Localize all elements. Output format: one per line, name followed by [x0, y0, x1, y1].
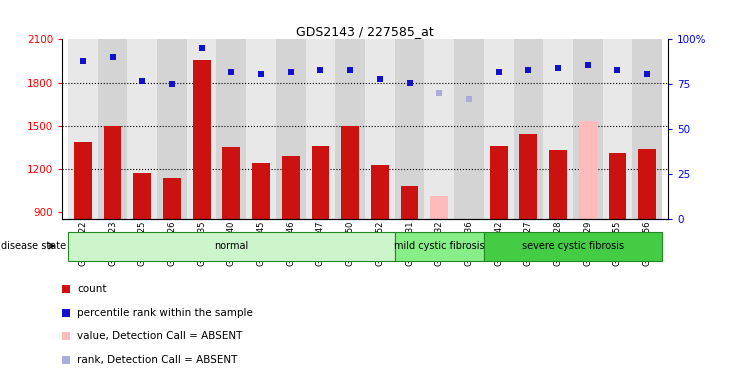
Text: disease state: disease state [1, 241, 66, 251]
Text: normal: normal [214, 241, 248, 251]
Bar [246, 39, 276, 219]
Bar [484, 39, 513, 219]
Bar [157, 39, 187, 219]
Text: severe cystic fibrosis: severe cystic fibrosis [522, 241, 624, 251]
Text: percentile rank within the sample: percentile rank within the sample [77, 308, 253, 318]
Bar [104, 126, 121, 219]
Bar [395, 39, 424, 219]
Bar [341, 126, 359, 219]
Bar [276, 39, 306, 219]
Bar [454, 39, 484, 219]
Bar [68, 39, 98, 219]
Bar [128, 39, 157, 219]
Bar [513, 39, 543, 219]
Bar [490, 146, 507, 219]
Bar [223, 147, 240, 219]
Bar [335, 39, 365, 219]
Bar [638, 149, 656, 219]
Bar [193, 60, 210, 219]
Bar [217, 39, 246, 219]
Bar [187, 39, 217, 219]
Bar [395, 232, 484, 261]
Bar [431, 196, 448, 219]
Bar [74, 142, 92, 219]
Bar [282, 156, 299, 219]
Bar [98, 39, 128, 219]
Bar [543, 39, 573, 219]
Bar [424, 39, 454, 219]
Text: mild cystic fibrosis: mild cystic fibrosis [394, 241, 485, 251]
Bar [484, 232, 662, 261]
Bar [134, 173, 151, 219]
Bar [163, 178, 181, 219]
Text: value, Detection Call = ABSENT: value, Detection Call = ABSENT [77, 331, 242, 341]
Bar [312, 146, 329, 219]
Bar [401, 186, 418, 219]
Bar [306, 39, 335, 219]
Bar [579, 122, 596, 219]
Bar [252, 163, 270, 219]
Bar [520, 134, 537, 219]
Bar [632, 39, 662, 219]
Bar [460, 219, 478, 334]
Bar [68, 232, 395, 261]
Bar [365, 39, 395, 219]
Bar [609, 153, 626, 219]
Title: GDS2143 / 227585_at: GDS2143 / 227585_at [296, 25, 434, 38]
Text: rank, Detection Call = ABSENT: rank, Detection Call = ABSENT [77, 354, 237, 364]
Bar [371, 165, 389, 219]
Bar [549, 150, 567, 219]
Text: count: count [77, 284, 107, 294]
Bar [573, 39, 602, 219]
Bar [602, 39, 632, 219]
